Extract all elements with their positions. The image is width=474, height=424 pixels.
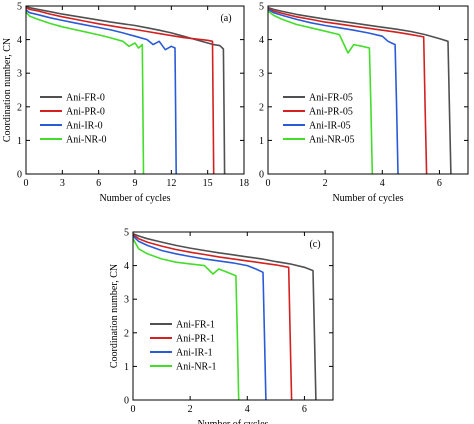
y-tick-label: 4	[259, 35, 264, 46]
y-tick-label: 5	[124, 228, 129, 239]
y-tick-label: 5	[17, 2, 22, 13]
y-tick-label: 1	[259, 136, 264, 147]
series-line-2	[26, 9, 177, 174]
y-tick-label: 4	[124, 261, 129, 272]
series-line-0	[26, 6, 226, 174]
x-tick-label: 4	[380, 178, 385, 189]
plot-frame	[267, 5, 469, 175]
legend-label: Ani-NR-05	[309, 135, 355, 146]
series-line-3	[133, 238, 240, 400]
y-tick-label: 3	[124, 295, 129, 306]
series-line-0	[133, 232, 317, 400]
x-tick-label: 2	[323, 178, 328, 189]
series-line-2	[133, 235, 267, 400]
series-line-1	[268, 7, 428, 174]
y-tick-label: 2	[124, 328, 129, 339]
x-axis-label: Number of cycles	[197, 419, 268, 424]
x-tick-label: 2	[188, 404, 193, 415]
y-axis-label: Coordination number, CN	[109, 264, 120, 368]
x-tick-label: 4	[245, 404, 250, 415]
x-tick-label: 0	[24, 178, 29, 189]
x-tick-label: 6	[302, 404, 307, 415]
legend-label: Ani-PR-0	[66, 107, 105, 118]
series-line-3	[268, 10, 374, 174]
x-axis-label: Number of cycles	[99, 193, 170, 204]
chart-panel-2: 0 2 4 6 0 1 2 3 4 5 Number of cycles Coordination n…	[109, 228, 334, 424]
series-line-3	[26, 11, 145, 174]
x-tick-label: 18	[239, 178, 249, 189]
y-tick-label: 0	[17, 170, 22, 181]
plot-frame	[25, 5, 245, 175]
x-tick-label: 15	[203, 178, 213, 189]
legend-label: Ani-FR-0	[66, 93, 105, 104]
plot-frame	[132, 231, 334, 401]
y-tick-label: 2	[259, 102, 264, 113]
panel-label: (c)	[309, 239, 320, 250]
x-tick-label: 9	[133, 178, 138, 189]
y-tick-label: 0	[259, 170, 264, 181]
chart-panel-1: 0 2 4 6 0 1 2 3 4 5 Number of cycles Ani-FR-05 Ani-P…	[259, 2, 469, 204]
series-line-1	[133, 234, 293, 400]
series-line-0	[268, 6, 452, 174]
legend-label: Ani-PR-05	[309, 107, 353, 118]
legend-label: Ani-NR-0	[66, 135, 107, 146]
series-group	[133, 232, 317, 400]
series-line-1	[26, 6, 215, 174]
series-group	[26, 6, 226, 174]
y-tick-label: 0	[124, 396, 129, 407]
x-axis-label: Number of cycles	[332, 193, 403, 204]
y-tick-label: 5	[259, 2, 264, 13]
legend-label: Ani-FR-05	[309, 93, 353, 104]
legend-label: Ani-FR-1	[176, 320, 215, 331]
y-tick-label: 3	[17, 69, 22, 80]
y-tick-label: 2	[17, 102, 22, 113]
series-line-2	[268, 8, 399, 174]
legend-label: Ani-IR-05	[309, 121, 351, 132]
legend-label: Ani-IR-0	[66, 121, 103, 132]
x-tick-label: 0	[266, 178, 271, 189]
x-tick-label: 0	[131, 404, 136, 415]
x-tick-label: 6	[96, 178, 101, 189]
series-group	[268, 6, 452, 174]
x-tick-label: 12	[166, 178, 176, 189]
legend: Ani-FR-05 Ani-PR-05 Ani-IR-05 Ani-NR-05	[283, 93, 355, 146]
y-tick-label: 3	[259, 69, 264, 80]
y-tick-label: 1	[17, 136, 22, 147]
x-tick-label: 3	[60, 178, 65, 189]
legend-label: Ani-IR-1	[176, 348, 213, 359]
panel-label: (a)	[220, 13, 231, 24]
legend: Ani-FR-1 Ani-PR-1 Ani-IR-1 Ani-NR-1	[150, 320, 217, 373]
legend-label: Ani-PR-1	[176, 334, 215, 345]
y-tick-label: 1	[124, 362, 129, 373]
x-tick-label: 6	[437, 178, 442, 189]
legend-label: Ani-NR-1	[176, 362, 217, 373]
legend: Ani-FR-0 Ani-PR-0 Ani-IR-0 Ani-NR-0	[40, 93, 107, 146]
y-axis-label: Coordination number, CN	[2, 38, 13, 142]
y-tick-label: 4	[17, 35, 22, 46]
